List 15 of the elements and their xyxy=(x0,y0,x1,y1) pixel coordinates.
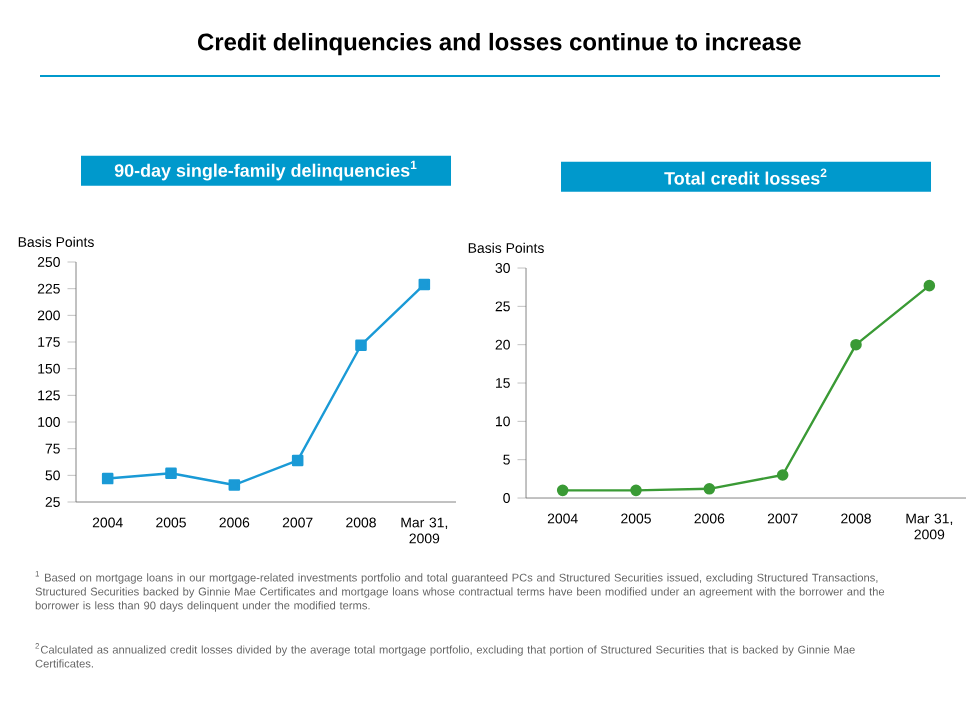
chart-title: 90-day single-family delinquencies$^{1}$ xyxy=(114,160,417,181)
point xyxy=(228,479,241,491)
point xyxy=(291,454,304,467)
text: Credit delinquencies and losses continue to increase xyxy=(198,32,801,56)
point xyxy=(850,338,862,351)
point xyxy=(923,279,936,292)
chart-title: Total credit losses$^{2}$ xyxy=(664,168,827,185)
point xyxy=(101,472,114,485)
point xyxy=(418,278,431,291)
point xyxy=(703,483,716,495)
point xyxy=(776,469,789,481)
point xyxy=(556,484,569,497)
point xyxy=(165,467,177,479)
point xyxy=(355,339,367,351)
point xyxy=(630,484,642,497)
